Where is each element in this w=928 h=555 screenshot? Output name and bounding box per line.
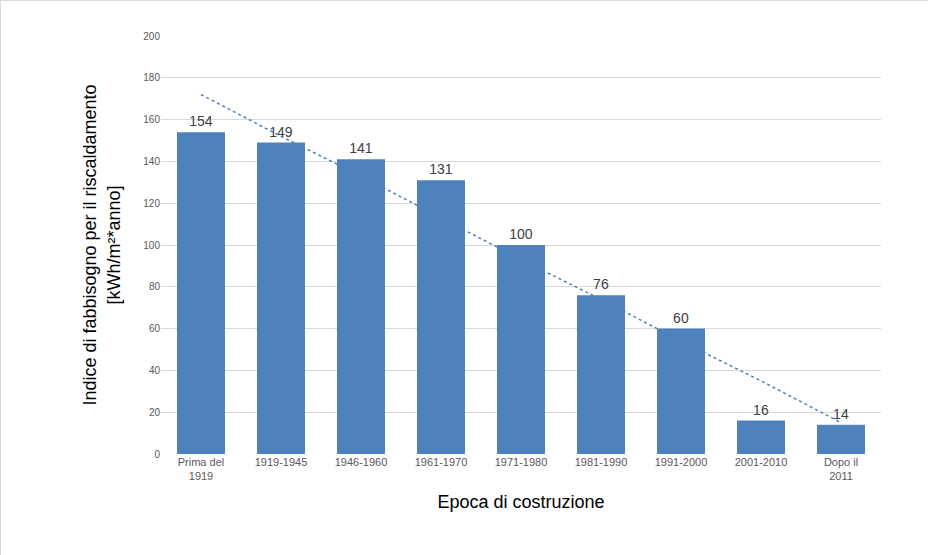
svg-text:60: 60 [149, 323, 161, 334]
svg-text:1981-1990: 1981-1990 [575, 456, 628, 468]
svg-text:100: 100 [509, 226, 533, 242]
svg-text:154: 154 [189, 113, 213, 129]
svg-text:14: 14 [833, 406, 849, 422]
svg-text:Dopo il2011: Dopo il2011 [824, 456, 858, 482]
svg-text:1991-2000: 1991-2000 [655, 456, 708, 468]
svg-text:Indice di fabbisogno per il ri: Indice di fabbisogno per il riscaldament… [80, 84, 123, 405]
svg-text:100: 100 [143, 240, 160, 251]
svg-text:60: 60 [673, 310, 689, 326]
svg-text:180: 180 [143, 72, 160, 83]
svg-text:16: 16 [753, 402, 769, 418]
svg-text:40: 40 [149, 365, 161, 376]
svg-text:131: 131 [429, 161, 453, 177]
svg-text:0: 0 [154, 449, 160, 460]
svg-text:140: 140 [143, 156, 160, 167]
svg-text:Prima del1919: Prima del1919 [178, 456, 224, 482]
svg-text:76: 76 [593, 276, 609, 292]
svg-text:20: 20 [149, 407, 161, 418]
svg-text:1946-1960: 1946-1960 [335, 456, 388, 468]
svg-text:149: 149 [269, 124, 293, 140]
svg-text:120: 120 [143, 198, 160, 209]
svg-text:160: 160 [143, 114, 160, 125]
svg-text:1961-1970: 1961-1970 [415, 456, 468, 468]
svg-text:141: 141 [349, 140, 373, 156]
svg-text:2001-2010: 2001-2010 [735, 456, 788, 468]
svg-text:Epoca di costruzione: Epoca di costruzione [437, 492, 604, 512]
svg-text:1971-1980: 1971-1980 [495, 456, 548, 468]
svg-text:200: 200 [143, 31, 160, 42]
svg-text:1919-1945: 1919-1945 [255, 456, 308, 468]
svg-text:80: 80 [149, 281, 161, 292]
